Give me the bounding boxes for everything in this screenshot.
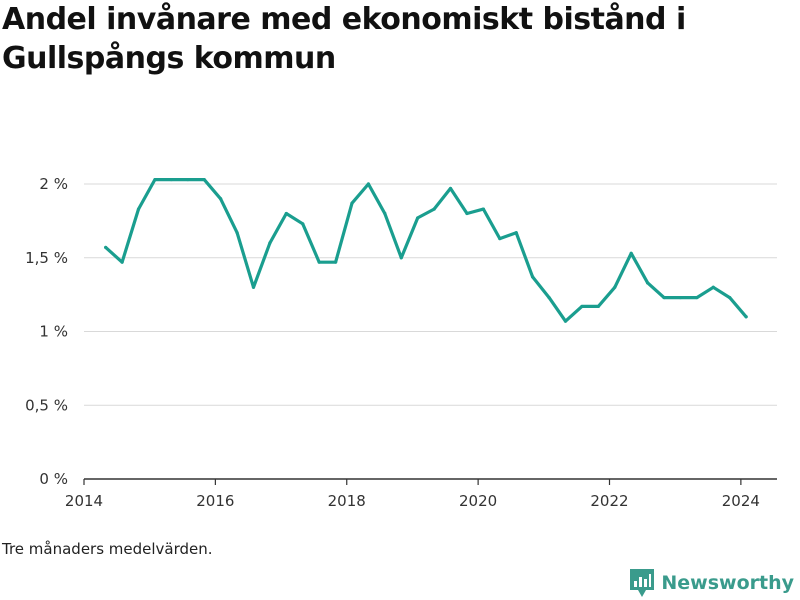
data-point (350, 201, 354, 205)
data-point (202, 177, 206, 182)
y-tick-label: 0,5 % (25, 396, 68, 414)
data-point (629, 251, 633, 255)
data-point (613, 285, 617, 289)
data-point (596, 304, 600, 309)
data-point (399, 256, 403, 260)
data-point (547, 295, 551, 300)
data-point (514, 231, 518, 235)
brand-name: Newsworthy (661, 572, 794, 594)
data-point (186, 177, 190, 182)
x-tick-label: 2024 (722, 492, 760, 510)
x-axis-ticks: 2014 2016 2018 2020 2022 2024 (65, 479, 760, 510)
data-point (645, 281, 650, 285)
data-point (235, 231, 239, 235)
data-point (432, 207, 436, 211)
data-point (301, 222, 305, 226)
data-point (284, 211, 288, 216)
data-points (104, 177, 748, 323)
data-point (695, 295, 699, 300)
y-tick-label: 1 % (39, 323, 68, 341)
data-point (498, 236, 502, 241)
chart-title: Andel invånare med ekonomiskt bistånd i … (2, 2, 686, 76)
y-tick-label: 1,5 % (25, 249, 68, 267)
data-point (531, 275, 535, 279)
x-tick-label: 2022 (590, 492, 628, 510)
data-point (136, 207, 141, 211)
data-point (744, 315, 748, 319)
data-point (383, 211, 387, 216)
data-point (153, 177, 157, 182)
data-point (416, 216, 420, 220)
data-point (580, 304, 584, 309)
data-point (448, 186, 453, 191)
data-point (104, 245, 108, 250)
x-tick-label: 2014 (65, 492, 103, 510)
data-point (268, 241, 272, 245)
newsworthy-logo: Newsworthy (629, 568, 794, 598)
data-point (465, 211, 469, 216)
data-point (366, 182, 371, 186)
data-point (711, 285, 715, 289)
x-tick-label: 2016 (196, 492, 234, 510)
data-point (678, 295, 683, 300)
data-point (251, 285, 256, 289)
x-tick-label: 2018 (328, 492, 366, 510)
y-tick-label: 2 % (39, 175, 68, 193)
gridlines (84, 183, 777, 406)
data-point (120, 260, 124, 264)
data-point (563, 319, 568, 323)
series-line (104, 178, 748, 323)
bar-chart-badge-icon (630, 569, 655, 597)
data-point (662, 295, 666, 300)
data-point (219, 197, 223, 201)
y-tick-label: 0 % (39, 470, 68, 488)
y-axis-ticks: 0 % 0,5 % 1 % 1,5 % 2 % (25, 175, 68, 488)
data-point (481, 207, 485, 211)
data-point (728, 295, 732, 300)
x-tick-label: 2020 (459, 492, 497, 510)
data-point (317, 260, 321, 264)
data-point (333, 260, 338, 264)
footnote: Tre månaders medelvärden. (2, 540, 213, 558)
data-point (169, 177, 173, 182)
